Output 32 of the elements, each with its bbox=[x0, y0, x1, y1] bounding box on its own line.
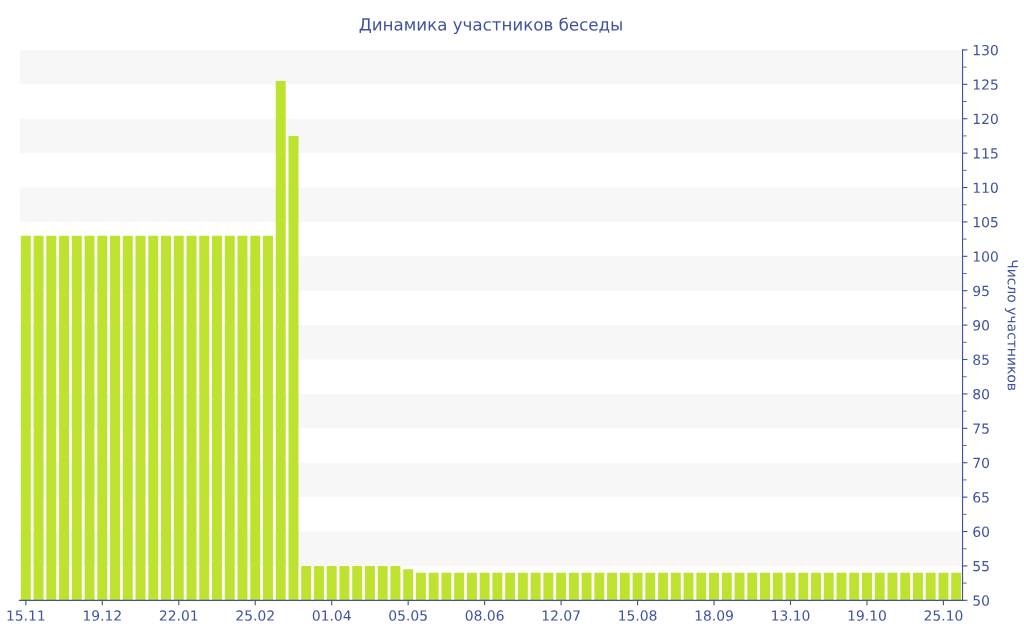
x-tick-label: 13.10 bbox=[772, 610, 810, 621]
y-tick-label: 100 bbox=[973, 251, 998, 262]
x-tick-label: 25.10 bbox=[924, 610, 963, 621]
y-tick-label: 95 bbox=[973, 285, 989, 297]
chart-title: Динамика участников беседы bbox=[359, 17, 622, 34]
x-tick-label: 15.08 bbox=[619, 610, 657, 621]
y-tick-label: 60 bbox=[973, 526, 990, 537]
x-tick-label: 15.11 bbox=[7, 610, 45, 621]
y-tick-label: 55 bbox=[973, 561, 989, 572]
y-tick-label: 120 bbox=[973, 113, 998, 125]
x-tick-label: 25.02 bbox=[236, 610, 274, 621]
y-axis-title: Число участников bbox=[1004, 260, 1018, 391]
y-tick-label: 50 bbox=[973, 595, 990, 606]
x-tick-label: 08.06 bbox=[465, 610, 504, 621]
y-tick-label: 105 bbox=[973, 216, 998, 228]
y-tick-label: 75 bbox=[973, 423, 989, 434]
x-tick-label: 22.01 bbox=[159, 610, 198, 621]
x-tick-label: 12.07 bbox=[542, 610, 580, 621]
y-tick-label: 115 bbox=[973, 148, 998, 159]
y-tick-label: 65 bbox=[973, 492, 989, 503]
y-tick-label: 110 bbox=[973, 182, 998, 193]
y-tick-label: 80 bbox=[973, 388, 990, 400]
y-tick-label: 85 bbox=[973, 354, 989, 365]
x-tick-label: 19.12 bbox=[83, 610, 121, 621]
y-tick-label: 130 bbox=[973, 44, 998, 56]
x-tick-label: 01.04 bbox=[312, 610, 351, 621]
y-tick-label: 70 bbox=[973, 457, 990, 469]
x-tick-label: 19.10 bbox=[848, 610, 886, 621]
x-tick-label: 18.09 bbox=[695, 610, 733, 621]
y-tick-label: 125 bbox=[973, 79, 998, 90]
x-tick-label: 05.05 bbox=[389, 610, 427, 621]
y-tick-label: 90 bbox=[973, 320, 990, 331]
